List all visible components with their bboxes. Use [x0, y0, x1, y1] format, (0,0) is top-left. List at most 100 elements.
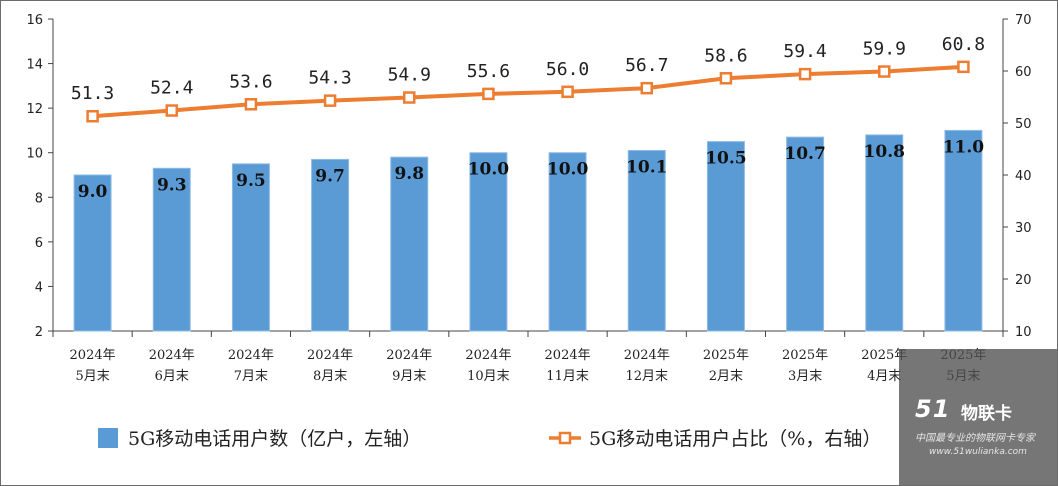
bar-value-label: 10.5	[705, 149, 746, 169]
bar	[786, 136, 825, 332]
bar	[706, 141, 745, 332]
line-value-label: 55.6	[467, 61, 510, 82]
line-marker	[86, 109, 99, 123]
line-value-label: 54.9	[388, 65, 431, 86]
bar	[152, 167, 191, 332]
bar-value-label: 10.0	[547, 160, 589, 180]
legend-swatch-bar	[98, 428, 118, 448]
x-tick-label-line: 2024年	[307, 348, 353, 363]
x-tick-label-line: 7月末	[234, 369, 268, 384]
bar	[548, 152, 587, 332]
x-tick-label: 2025年 4月末	[861, 348, 907, 384]
line-marker	[403, 91, 416, 104]
line-marker	[719, 72, 733, 85]
x-tick-label-line: 2024年	[70, 348, 116, 363]
bar-value-label: 9.7	[315, 166, 345, 186]
line-value-label: 60.8	[942, 34, 985, 55]
bar	[311, 158, 350, 332]
legend-label-line: 5G移动电话用户占比（%，右轴）	[589, 428, 881, 450]
x-tick-label-line: 2024年	[465, 348, 511, 363]
line-marker	[244, 98, 258, 111]
watermark-url: www.51wulianka.com	[929, 447, 1027, 457]
line-marker	[561, 85, 574, 99]
y-left-tick-label: 16	[26, 13, 43, 28]
watermark-brand: 物联卡	[961, 404, 1012, 424]
x-tick-label-line: 12月末	[625, 369, 668, 384]
x-tick-label-line: 2024年	[624, 348, 670, 363]
line-marker	[323, 94, 337, 107]
x-tick-label: 2025年 3月末	[782, 348, 828, 384]
x-tick-label-line: 11月末	[546, 369, 589, 384]
x-tick-label-line: 2025年	[861, 348, 907, 363]
line-marker	[640, 81, 653, 95]
x-tick-label-line: 4月末	[867, 369, 901, 384]
line-value-label: 58.6	[704, 45, 747, 66]
x-tick-label: 2024年 9月末	[386, 348, 432, 384]
line-value-label: 52.4	[150, 78, 193, 99]
data-labels: 9.0 9.3 9.5 9.7 9.8 10.0 10.0 10.1 10.5 10.7 10.8 1…	[71, 34, 985, 202]
bar-value-label: 10.0	[468, 160, 510, 180]
bar-value-label: 10.1	[626, 157, 667, 177]
line-value-label: 51.3	[71, 83, 114, 104]
line-marker	[878, 65, 891, 78]
line-value-label: 59.9	[863, 39, 906, 60]
bar	[944, 129, 983, 332]
bar	[469, 152, 508, 332]
line-marker	[165, 104, 178, 117]
bar-value-label: 9.5	[236, 171, 266, 191]
bars	[73, 129, 983, 332]
watermark-slogan: 中国最专业的物联网卡专家	[915, 433, 1035, 444]
bar-value-label: 9.0	[78, 182, 108, 202]
x-tick-label: 2024年 10月末	[465, 348, 511, 384]
y-left-tick-label: 6	[35, 236, 43, 251]
legend: 5G移动电话用户数（亿户，左轴） 5G移动电话用户占比（%，右轴）	[98, 428, 881, 450]
x-tick-label-line: 2月末	[709, 369, 743, 384]
line-value-label: 53.6	[229, 71, 272, 92]
x-tick-label-line: 2024年	[228, 348, 274, 363]
x-tick-label: 2024年 6月末	[149, 348, 195, 384]
bar-value-label: 10.7	[784, 144, 825, 164]
x-tick-label-line: 10月末	[467, 369, 510, 384]
x-tick-label: 2025年 2月末	[703, 348, 749, 384]
legend-swatch-marker	[558, 431, 572, 445]
y-left-tick-label: 12	[26, 102, 43, 117]
y-right-tick-label: 70	[1015, 13, 1032, 28]
bar	[390, 156, 429, 332]
x-tick-label: 2024年 5月末	[70, 348, 116, 384]
bar-value-label: 10.8	[864, 142, 905, 162]
x-tick-label-line: 2024年	[149, 348, 195, 363]
line-marker	[482, 87, 495, 101]
watermark-logo-mark: 51	[915, 395, 951, 423]
x-tick-label-line: 8月末	[313, 369, 347, 384]
y-left-tick-label: 14	[26, 58, 43, 73]
x-tick-label-line: 2024年	[386, 348, 432, 363]
bar-value-label: 9.8	[394, 164, 424, 184]
line-value-label: 56.0	[546, 59, 589, 80]
line-value-label: 59.4	[783, 41, 826, 62]
y-right-tick-label: 30	[1015, 221, 1032, 236]
x-tick-label: 2024年 12月末	[624, 348, 670, 384]
bar-value-label: 9.3	[157, 175, 187, 195]
y-right-tick-label: 20	[1015, 273, 1032, 288]
share-line	[92, 64, 964, 119]
y-right-tick-label: 50	[1015, 117, 1032, 132]
x-tick-label: 2024年 8月末	[307, 348, 353, 384]
bar	[231, 163, 270, 332]
x-tick-label-line: 9月末	[392, 369, 426, 384]
y-right-tick-label: 40	[1015, 169, 1032, 184]
x-tick-label-line: 6月末	[155, 369, 189, 384]
y-right-tick-label: 60	[1015, 65, 1032, 80]
bar-value-label: 11.0	[943, 137, 985, 157]
x-tick-label-line: 2025年	[703, 348, 749, 363]
line-marker	[957, 60, 970, 74]
x-tick-label-line: 3月末	[788, 369, 822, 384]
line-value-label: 54.3	[308, 68, 351, 89]
bar	[865, 134, 904, 332]
line-value-label: 56.7	[625, 55, 668, 76]
y-right-tick-label: 10	[1015, 325, 1032, 340]
x-tick-label-line: 2025年	[782, 348, 828, 363]
legend-label-bar: 5G移动电话用户数（亿户，左轴）	[128, 428, 421, 450]
x-tick-label: 2024年 11月末	[545, 348, 591, 384]
